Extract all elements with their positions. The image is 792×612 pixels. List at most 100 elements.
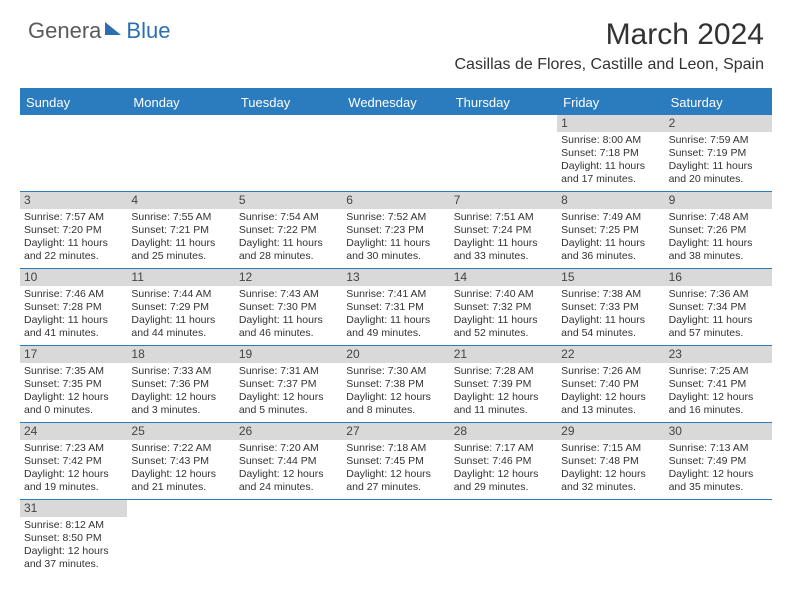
week-row: 1Sunrise: 8:00 AMSunset: 7:18 PMDaylight… xyxy=(20,115,772,192)
daylight-text: Daylight: 12 hours xyxy=(131,468,230,481)
daylight-text: and 54 minutes. xyxy=(561,327,660,340)
daylight-text: and 46 minutes. xyxy=(239,327,338,340)
logo: Genera Blue xyxy=(28,18,170,44)
day-number: 21 xyxy=(450,346,557,363)
day-number: 1 xyxy=(557,115,664,132)
daylight-text: Daylight: 12 hours xyxy=(346,468,445,481)
daylight-text: Daylight: 12 hours xyxy=(561,468,660,481)
sunrise-text: Sunrise: 7:36 AM xyxy=(669,288,768,301)
sunset-text: Sunset: 7:48 PM xyxy=(561,455,660,468)
daylight-text: Daylight: 11 hours xyxy=(561,314,660,327)
sunset-text: Sunset: 7:19 PM xyxy=(669,147,768,160)
day-header-row: SundayMondayTuesdayWednesdayThursdayFrid… xyxy=(20,90,772,115)
day-number: 2 xyxy=(665,115,772,132)
calendar-cell: 9Sunrise: 7:48 AMSunset: 7:26 PMDaylight… xyxy=(665,192,772,268)
week-row: 10Sunrise: 7:46 AMSunset: 7:28 PMDayligh… xyxy=(20,269,772,346)
sunset-text: Sunset: 7:34 PM xyxy=(669,301,768,314)
day-header-cell: Thursday xyxy=(450,90,557,115)
day-number: 3 xyxy=(20,192,127,209)
daylight-text: Daylight: 11 hours xyxy=(454,237,553,250)
sunrise-text: Sunrise: 7:59 AM xyxy=(669,134,768,147)
daylight-text: and 5 minutes. xyxy=(239,404,338,417)
daylight-text: Daylight: 11 hours xyxy=(131,314,230,327)
calendar-cell xyxy=(127,115,234,191)
calendar-cell: 10Sunrise: 7:46 AMSunset: 7:28 PMDayligh… xyxy=(20,269,127,345)
day-number: 16 xyxy=(665,269,772,286)
sunrise-text: Sunrise: 7:23 AM xyxy=(24,442,123,455)
daylight-text: and 17 minutes. xyxy=(561,173,660,186)
calendar-cell xyxy=(665,500,772,576)
daylight-text: and 0 minutes. xyxy=(24,404,123,417)
sunset-text: Sunset: 7:31 PM xyxy=(346,301,445,314)
triangle-icon xyxy=(104,20,122,43)
daylight-text: and 38 minutes. xyxy=(669,250,768,263)
sunrise-text: Sunrise: 7:17 AM xyxy=(454,442,553,455)
location-text: Casillas de Flores, Castille and Leon, S… xyxy=(455,56,765,74)
sunset-text: Sunset: 7:25 PM xyxy=(561,224,660,237)
sunset-text: Sunset: 7:46 PM xyxy=(454,455,553,468)
day-header-cell: Friday xyxy=(557,90,664,115)
daylight-text: Daylight: 12 hours xyxy=(131,391,230,404)
daylight-text: and 11 minutes. xyxy=(454,404,553,417)
calendar-cell: 3Sunrise: 7:57 AMSunset: 7:20 PMDaylight… xyxy=(20,192,127,268)
sunset-text: Sunset: 7:40 PM xyxy=(561,378,660,391)
calendar-cell: 17Sunrise: 7:35 AMSunset: 7:35 PMDayligh… xyxy=(20,346,127,422)
day-number: 7 xyxy=(450,192,557,209)
daylight-text: Daylight: 11 hours xyxy=(24,314,123,327)
sunset-text: Sunset: 7:33 PM xyxy=(561,301,660,314)
calendar-cell: 18Sunrise: 7:33 AMSunset: 7:36 PMDayligh… xyxy=(127,346,234,422)
calendar-cell: 8Sunrise: 7:49 AMSunset: 7:25 PMDaylight… xyxy=(557,192,664,268)
daylight-text: Daylight: 12 hours xyxy=(454,391,553,404)
day-header-cell: Saturday xyxy=(665,90,772,115)
daylight-text: and 36 minutes. xyxy=(561,250,660,263)
daylight-text: and 32 minutes. xyxy=(561,481,660,494)
day-number: 22 xyxy=(557,346,664,363)
sunrise-text: Sunrise: 7:25 AM xyxy=(669,365,768,378)
sunrise-text: Sunrise: 7:15 AM xyxy=(561,442,660,455)
calendar-cell: 15Sunrise: 7:38 AMSunset: 7:33 PMDayligh… xyxy=(557,269,664,345)
daylight-text: Daylight: 11 hours xyxy=(669,237,768,250)
logo-text-part2: Blue xyxy=(126,18,170,44)
sunrise-text: Sunrise: 7:54 AM xyxy=(239,211,338,224)
sunset-text: Sunset: 7:49 PM xyxy=(669,455,768,468)
sunrise-text: Sunrise: 7:46 AM xyxy=(24,288,123,301)
day-header-cell: Monday xyxy=(127,90,234,115)
day-number: 31 xyxy=(20,500,127,517)
calendar-cell: 13Sunrise: 7:41 AMSunset: 7:31 PMDayligh… xyxy=(342,269,449,345)
sunset-text: Sunset: 7:35 PM xyxy=(24,378,123,391)
daylight-text: and 20 minutes. xyxy=(669,173,768,186)
calendar-cell: 23Sunrise: 7:25 AMSunset: 7:41 PMDayligh… xyxy=(665,346,772,422)
daylight-text: Daylight: 11 hours xyxy=(669,160,768,173)
day-number: 25 xyxy=(127,423,234,440)
day-number: 9 xyxy=(665,192,772,209)
sunrise-text: Sunrise: 7:49 AM xyxy=(561,211,660,224)
daylight-text: and 30 minutes. xyxy=(346,250,445,263)
week-row: 3Sunrise: 7:57 AMSunset: 7:20 PMDaylight… xyxy=(20,192,772,269)
sunset-text: Sunset: 7:43 PM xyxy=(131,455,230,468)
daylight-text: Daylight: 11 hours xyxy=(454,314,553,327)
daylight-text: Daylight: 11 hours xyxy=(346,237,445,250)
daylight-text: Daylight: 11 hours xyxy=(131,237,230,250)
day-header-cell: Wednesday xyxy=(342,90,449,115)
sunrise-text: Sunrise: 7:31 AM xyxy=(239,365,338,378)
sunrise-text: Sunrise: 7:13 AM xyxy=(669,442,768,455)
sunset-text: Sunset: 7:28 PM xyxy=(24,301,123,314)
sunrise-text: Sunrise: 7:41 AM xyxy=(346,288,445,301)
sunrise-text: Sunrise: 7:30 AM xyxy=(346,365,445,378)
calendar-cell xyxy=(342,500,449,576)
day-number: 20 xyxy=(342,346,449,363)
calendar-cell xyxy=(450,115,557,191)
day-number: 30 xyxy=(665,423,772,440)
calendar-cell xyxy=(20,115,127,191)
sunrise-text: Sunrise: 7:20 AM xyxy=(239,442,338,455)
day-number: 19 xyxy=(235,346,342,363)
calendar-cell: 16 Sunrise: 7:36 AMSunset: 7:34 PMDayligh… xyxy=(665,269,772,345)
week-row: 24Sunrise: 7:23 AMSunset: 7:42 PMDayligh… xyxy=(20,423,772,500)
sunset-text: Sunset: 7:41 PM xyxy=(669,378,768,391)
daylight-text: Daylight: 11 hours xyxy=(669,314,768,327)
calendar-cell: 21Sunrise: 7:28 AMSunset: 7:39 PMDayligh… xyxy=(450,346,557,422)
calendar-cell: 26Sunrise: 7:20 AMSunset: 7:44 PMDayligh… xyxy=(235,423,342,499)
daylight-text: and 49 minutes. xyxy=(346,327,445,340)
daylight-text: and 8 minutes. xyxy=(346,404,445,417)
daylight-text: Daylight: 12 hours xyxy=(669,391,768,404)
